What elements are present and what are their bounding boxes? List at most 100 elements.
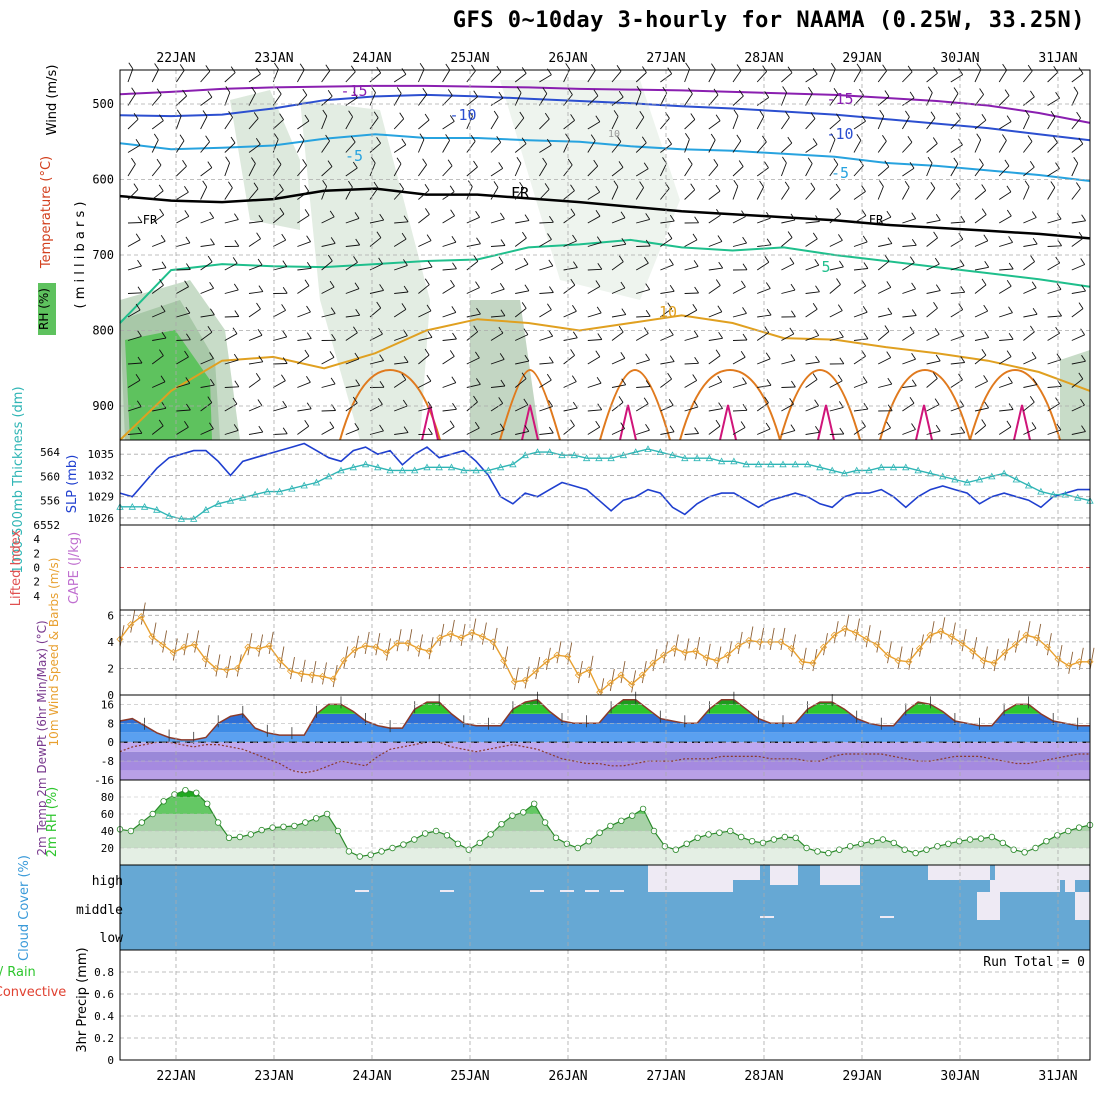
- wind-speed-tick: 2: [107, 662, 114, 675]
- date-label-top: 31JAN: [1038, 51, 1077, 66]
- wind-speed-point: [308, 671, 316, 679]
- wind-barb: [466, 141, 476, 153]
- wind-barb: [587, 426, 600, 435]
- rh-point: [694, 834, 701, 841]
- wind-barb: [248, 378, 261, 388]
- wind-barb-flag: [547, 303, 552, 311]
- wind-barb: [926, 430, 941, 435]
- wind-barb: [539, 93, 548, 106]
- wind-barb: [660, 404, 674, 412]
- wind-barb: [878, 313, 892, 318]
- wind-barb-flag: [1032, 237, 1038, 245]
- wind-barb: [273, 336, 287, 341]
- wind-barb-flag: [185, 306, 191, 314]
- wind-speed-point: [329, 675, 337, 683]
- wind-barb-flag: [1004, 159, 1010, 167]
- wind-barb-flag: [524, 354, 530, 362]
- wind-speed-point: [510, 678, 518, 686]
- wind-barb: [902, 141, 913, 153]
- wind-barb: [563, 355, 575, 365]
- wind-barb: [490, 403, 503, 412]
- rh-point: [890, 839, 897, 847]
- wind-barb: [611, 243, 626, 247]
- wind-speed-point: [713, 656, 721, 665]
- wind-barb: [587, 356, 601, 365]
- wind-barb-10m: [1057, 645, 1063, 668]
- wind-barb: [394, 335, 408, 341]
- wind-barb-flag: [232, 397, 238, 405]
- wind-barb: [200, 141, 210, 153]
- wind-barb-flag: [403, 356, 409, 363]
- wind-barb: [345, 141, 356, 153]
- wind-barb-flag: [544, 112, 550, 120]
- wind-barb: [974, 425, 986, 435]
- wind-barb: [539, 189, 550, 200]
- wind-barb: [176, 165, 187, 177]
- wind-barb-flag: [1008, 376, 1013, 384]
- date-label-bottom: 26JAN: [548, 1069, 587, 1084]
- wind-barb-flag: [639, 111, 645, 118]
- wind-barb-flag: [401, 303, 407, 310]
- rh-point: [400, 841, 407, 848]
- wind-barb-flag: [451, 376, 457, 383]
- wind-speed-point: [862, 635, 870, 643]
- wind-barb: [974, 190, 986, 200]
- wind-speed-point: [873, 640, 881, 649]
- wind-barb: [974, 214, 987, 224]
- wind-barb: [248, 118, 259, 130]
- wind-barb: [321, 140, 330, 153]
- wind-barb-flag: [160, 375, 166, 383]
- wind-barb: [684, 336, 699, 341]
- thickness-point: [484, 466, 493, 474]
- wind-barb: [490, 218, 505, 224]
- wind-barb-flag: [784, 181, 790, 189]
- wind-barb: [345, 332, 358, 341]
- wind-barb-flag: [618, 161, 624, 168]
- precip-tick: 0.2: [94, 1032, 114, 1045]
- wind-barb-flag: [764, 161, 769, 169]
- wind-barb: [176, 191, 189, 200]
- rh-point: [138, 819, 145, 826]
- thickness-point: [509, 460, 517, 468]
- wind-barb: [587, 215, 601, 224]
- wind-barb: [345, 262, 358, 271]
- thickness-point: [374, 463, 382, 471]
- wind-barb: [369, 219, 384, 224]
- wind-barb: [635, 187, 644, 200]
- wind-barb-flag: [595, 185, 601, 193]
- rh-band: [120, 848, 1090, 865]
- wind-barb: [563, 190, 575, 200]
- wind-speed-point: [286, 667, 295, 675]
- wind-barb-10m: [1078, 647, 1084, 670]
- rh-point: [879, 836, 887, 843]
- wind-barb-flag: [1008, 333, 1014, 340]
- wind-barb-flag: [379, 284, 384, 291]
- wind-barb-flag: [352, 161, 358, 169]
- wind-barb-flag: [282, 427, 288, 435]
- thickness-point: [1049, 490, 1057, 498]
- wind-barb-flag: [887, 377, 893, 385]
- wind-barb: [176, 140, 185, 153]
- wind-barb-flag: [210, 378, 215, 386]
- wind-barb: [611, 116, 619, 130]
- wind-barb-flag: [983, 304, 989, 312]
- pressure-tick: 800: [92, 324, 114, 338]
- rh-tick: 20: [101, 842, 114, 855]
- wind-barb-flag: [836, 113, 841, 121]
- wind-barb-10m: [279, 646, 285, 669]
- wind-barb: [877, 186, 884, 200]
- wind-barb-flag: [396, 157, 402, 165]
- wind-barb: [611, 71, 622, 83]
- wind-barb-flag: [667, 372, 672, 380]
- wind-barb-flag: [613, 110, 619, 117]
- pressure-tick: 600: [92, 172, 114, 186]
- rh-point: [193, 789, 200, 796]
- wind-barb-flag: [1030, 325, 1035, 333]
- wind-barb: [127, 432, 142, 435]
- wind-barb-flag: [981, 278, 987, 286]
- isotherm-20: [619, 404, 637, 441]
- wind-barb: [877, 260, 890, 271]
- wind-barb: [539, 432, 554, 435]
- wind-barb-flag: [981, 419, 987, 426]
- wind-barb-flag: [836, 207, 842, 215]
